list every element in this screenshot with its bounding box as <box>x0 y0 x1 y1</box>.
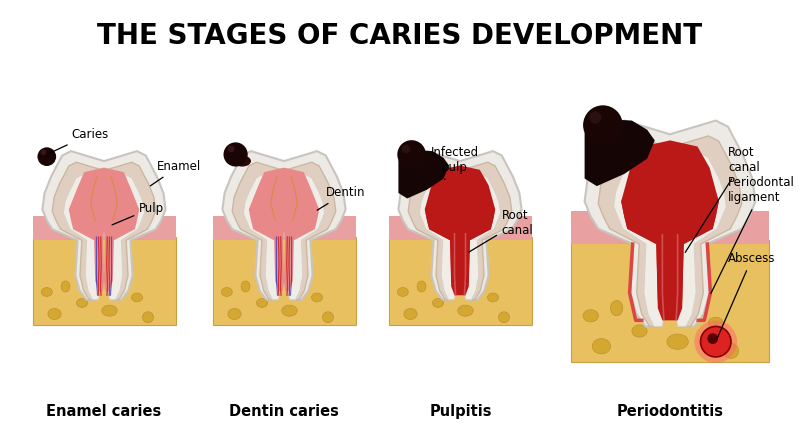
Polygon shape <box>408 162 512 299</box>
Ellipse shape <box>487 293 498 302</box>
Polygon shape <box>419 175 501 299</box>
Ellipse shape <box>257 299 267 307</box>
Ellipse shape <box>458 305 474 316</box>
Circle shape <box>223 142 248 167</box>
Ellipse shape <box>90 277 101 285</box>
Ellipse shape <box>446 277 457 285</box>
Text: Enamel caries: Enamel caries <box>46 404 162 419</box>
Circle shape <box>694 320 737 363</box>
Ellipse shape <box>398 288 408 296</box>
Ellipse shape <box>241 281 250 292</box>
Text: Pulp: Pulp <box>112 202 164 225</box>
Polygon shape <box>222 151 346 299</box>
Text: Root
canal: Root canal <box>686 146 760 253</box>
Bar <box>389 216 531 240</box>
Ellipse shape <box>322 312 334 323</box>
Bar <box>33 216 175 240</box>
Ellipse shape <box>131 293 142 302</box>
Ellipse shape <box>222 288 232 296</box>
Circle shape <box>38 148 56 166</box>
Ellipse shape <box>592 338 610 354</box>
Text: Pulpitis: Pulpitis <box>430 404 492 419</box>
Ellipse shape <box>228 308 241 319</box>
Ellipse shape <box>61 281 70 292</box>
Text: Infected
pulp: Infected pulp <box>430 146 478 179</box>
Bar <box>571 210 769 244</box>
Polygon shape <box>232 162 336 299</box>
Ellipse shape <box>632 325 647 337</box>
Polygon shape <box>585 120 755 326</box>
Circle shape <box>701 326 731 357</box>
Text: Caries: Caries <box>50 128 108 153</box>
Text: Root
canal: Root canal <box>469 209 534 252</box>
Bar <box>571 240 769 361</box>
Circle shape <box>41 149 46 155</box>
Ellipse shape <box>433 299 443 307</box>
Polygon shape <box>598 136 742 326</box>
Polygon shape <box>398 150 449 198</box>
Ellipse shape <box>723 343 738 358</box>
Polygon shape <box>69 167 139 293</box>
Text: Periodontal
ligament: Periodontal ligament <box>711 176 795 293</box>
Polygon shape <box>52 162 156 299</box>
Ellipse shape <box>270 277 281 285</box>
Ellipse shape <box>667 334 688 350</box>
Text: THE STAGES OF CARIES DEVELOPMENT: THE STAGES OF CARIES DEVELOPMENT <box>98 22 702 50</box>
Ellipse shape <box>417 281 426 292</box>
Bar <box>213 237 355 325</box>
Circle shape <box>228 146 234 152</box>
Ellipse shape <box>42 288 52 296</box>
Circle shape <box>589 111 602 124</box>
Polygon shape <box>42 151 166 299</box>
Ellipse shape <box>48 308 61 319</box>
Polygon shape <box>249 167 319 293</box>
Polygon shape <box>63 175 145 299</box>
Ellipse shape <box>311 293 322 302</box>
Ellipse shape <box>114 282 127 291</box>
Ellipse shape <box>142 312 154 323</box>
Ellipse shape <box>684 302 702 314</box>
Text: Enamel: Enamel <box>150 160 201 186</box>
Bar <box>389 237 531 325</box>
Ellipse shape <box>294 282 307 291</box>
Circle shape <box>398 140 426 169</box>
Polygon shape <box>425 165 495 295</box>
Polygon shape <box>398 151 522 299</box>
Bar <box>33 237 175 325</box>
Circle shape <box>583 105 622 145</box>
Ellipse shape <box>102 305 118 316</box>
Ellipse shape <box>404 308 417 319</box>
Ellipse shape <box>470 282 483 291</box>
Text: Dentin: Dentin <box>317 186 366 210</box>
Ellipse shape <box>234 155 251 167</box>
Polygon shape <box>622 144 718 317</box>
Polygon shape <box>622 140 718 320</box>
Ellipse shape <box>610 300 622 316</box>
Text: Periodontitis: Periodontitis <box>617 404 724 419</box>
Ellipse shape <box>77 299 87 307</box>
Text: Abscess: Abscess <box>717 253 775 339</box>
Polygon shape <box>243 175 325 299</box>
Ellipse shape <box>498 312 510 323</box>
Polygon shape <box>585 119 654 186</box>
Text: Dentin caries: Dentin caries <box>229 404 339 419</box>
Polygon shape <box>614 153 726 326</box>
Circle shape <box>707 333 718 344</box>
Ellipse shape <box>650 295 666 306</box>
Ellipse shape <box>583 310 598 322</box>
Bar <box>213 216 355 240</box>
Ellipse shape <box>282 305 298 316</box>
Ellipse shape <box>708 317 723 330</box>
Circle shape <box>402 144 410 153</box>
Polygon shape <box>425 167 495 293</box>
